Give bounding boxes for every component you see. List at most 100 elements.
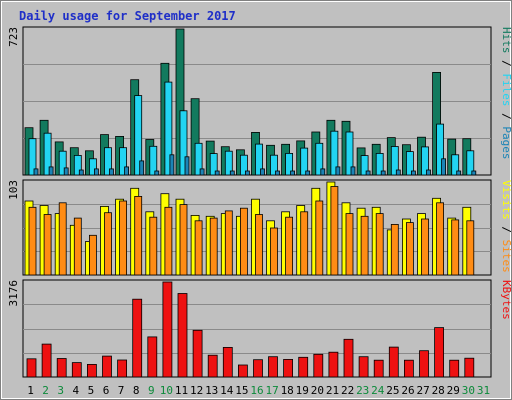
- kbytes-bar-day-5: [87, 363, 97, 378]
- x-label-day-5: 5: [88, 384, 95, 397]
- pages-bar-day-17: [275, 170, 280, 176]
- files-bar-day-20: [315, 142, 324, 176]
- side-legend-part: Visits: [500, 180, 512, 220]
- x-label-day-3: 3: [57, 384, 64, 397]
- sites-bar-day-12: [194, 220, 203, 276]
- kbytes-bar-day-18: [283, 358, 294, 378]
- side-legend-part: Hits: [500, 27, 512, 54]
- sites-bar-day-19: [300, 211, 309, 276]
- kbytes-bar-day-25: [388, 346, 399, 378]
- pages-bar-day-7: [124, 166, 129, 176]
- kbytes-bar-day-19: [298, 356, 309, 378]
- pages-bar-day-10: [169, 154, 175, 176]
- files-bar-day-23: [360, 155, 369, 176]
- x-label-day-16: 16: [250, 384, 263, 397]
- sites-bar-day-13: [209, 217, 218, 276]
- sites-bar-day-20: [315, 200, 324, 276]
- pages-bar-day-27: [426, 169, 431, 176]
- kbytes-bar-day-14: [222, 346, 233, 378]
- files-bar-day-12: [194, 142, 203, 176]
- pages-bar-day-6: [109, 168, 114, 176]
- kbytes-bar-day-4: [71, 362, 82, 378]
- pages-bar-day-20: [320, 168, 326, 176]
- pages-bar-day-13: [214, 170, 220, 176]
- side-legend-hits-files-pages: Hits / Files / Pages: [500, 27, 512, 160]
- files-bar-day-13: [209, 153, 218, 176]
- pages-bar-day-14: [229, 170, 235, 176]
- kbytes-bar-day-26: [403, 359, 414, 378]
- sites-bar-day-5: [89, 234, 97, 276]
- sites-bar-day-22: [345, 213, 354, 276]
- kbytes-bar-day-3: [56, 358, 67, 378]
- kbytes-bar-day-12: [192, 329, 203, 378]
- sites-bar-day-10: [164, 206, 173, 276]
- files-bar-day-6: [104, 147, 112, 176]
- side-legend-part: /: [500, 107, 512, 127]
- x-label-day-20: 20: [311, 384, 324, 397]
- pages-bar-day-30: [471, 170, 477, 176]
- files-bar-day-11: [179, 110, 188, 176]
- x-label-day-26: 26: [401, 384, 414, 397]
- sites-bar-day-29: [451, 219, 460, 276]
- panel-kbytes: 3176 KBytes: [7, 279, 512, 378]
- pages-bar-day-8: [139, 160, 145, 176]
- kbytes-bar-day-9: [147, 336, 158, 378]
- pages-bar-day-2: [48, 166, 54, 176]
- sites-bar-day-6: [104, 212, 112, 276]
- sites-bar-day-30: [466, 220, 475, 276]
- pages-bar-day-3: [63, 167, 69, 176]
- kbytes-bar-day-28: [434, 327, 445, 378]
- x-label-day-12: 12: [190, 384, 203, 397]
- pages-bar-day-12: [199, 168, 205, 176]
- x-label-day-11: 11: [175, 384, 188, 397]
- files-bar-day-8: [134, 95, 143, 176]
- sites-bar-day-17: [270, 227, 278, 276]
- files-bar-day-3: [58, 150, 67, 176]
- pages-bar-day-23: [365, 170, 371, 176]
- panel-hits-files-pages: 723 Hits / Files / Pages: [7, 26, 512, 176]
- x-label-day-27: 27: [416, 384, 429, 397]
- x-label-day-10: 10: [160, 384, 173, 397]
- kbytes-bar-day-10: [162, 281, 173, 378]
- kbytes-bar-day-21: [328, 351, 339, 378]
- x-label-day-14: 14: [220, 384, 234, 397]
- kbytes-bar-day-16: [253, 359, 263, 378]
- x-label-day-4: 4: [72, 384, 79, 397]
- pages-bar-day-29: [456, 170, 462, 176]
- side-legend-part: Sites: [500, 240, 512, 273]
- files-bar-day-19: [300, 147, 309, 176]
- kbytes-bar-day-7: [117, 359, 127, 378]
- pages-bar-day-11: [184, 156, 190, 176]
- files-bar-day-26: [405, 151, 414, 176]
- kbytes-bar-day-29: [449, 359, 460, 378]
- x-label-day-29: 29: [447, 384, 460, 397]
- pages-bar-day-19: [305, 170, 311, 176]
- x-label-day-25: 25: [386, 384, 399, 397]
- sites-bar-day-15: [239, 207, 248, 276]
- x-label-day-8: 8: [133, 384, 140, 397]
- sites-bar-day-1: [28, 206, 37, 276]
- x-label-day-31: 31: [477, 384, 490, 397]
- files-bar-day-29: [451, 154, 460, 176]
- x-label-day-15: 15: [235, 384, 248, 397]
- files-bar-day-14: [224, 150, 233, 176]
- pages-bar-day-22: [350, 166, 356, 176]
- side-legend-part: /: [500, 54, 512, 74]
- x-label-day-7: 7: [118, 384, 125, 397]
- kbytes-bar-day-6: [102, 355, 112, 378]
- files-bar-day-21: [330, 130, 339, 176]
- files-bar-day-9: [149, 145, 158, 176]
- files-bar-day-30: [466, 150, 475, 176]
- sites-bar-day-7: [119, 200, 127, 276]
- chart-title: Daily usage for September 2017: [19, 9, 236, 23]
- pages-bar-day-21: [335, 166, 341, 176]
- pages-bar-day-18: [290, 170, 296, 176]
- x-label-day-13: 13: [205, 384, 218, 397]
- kbytes-bar-day-1: [26, 358, 37, 378]
- sites-bar-day-27: [421, 218, 429, 276]
- files-bar-day-24: [375, 152, 384, 176]
- x-label-day-1: 1: [27, 384, 34, 397]
- side-legend-part: KBytes: [500, 280, 512, 320]
- x-label-day-18: 18: [281, 384, 294, 397]
